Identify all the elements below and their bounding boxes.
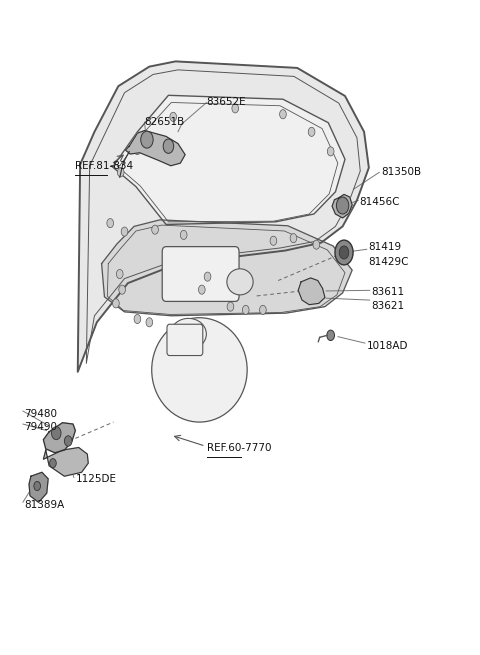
Circle shape — [117, 168, 124, 177]
Circle shape — [199, 285, 205, 294]
Polygon shape — [125, 130, 185, 166]
Text: REF.81-834: REF.81-834 — [75, 160, 133, 171]
Circle shape — [308, 127, 315, 136]
Circle shape — [34, 481, 40, 491]
Ellipse shape — [152, 318, 247, 422]
Circle shape — [336, 197, 349, 214]
Circle shape — [232, 103, 239, 113]
Text: 81350B: 81350B — [381, 167, 421, 178]
Circle shape — [163, 139, 174, 153]
Circle shape — [116, 269, 123, 278]
Circle shape — [134, 145, 141, 155]
Circle shape — [335, 240, 353, 265]
Circle shape — [242, 305, 249, 314]
Circle shape — [313, 240, 320, 250]
Circle shape — [121, 227, 128, 236]
Circle shape — [270, 236, 277, 246]
Text: 79480: 79480 — [24, 409, 57, 419]
Circle shape — [170, 112, 177, 121]
Text: 81456C: 81456C — [360, 197, 400, 207]
Text: 81419: 81419 — [368, 242, 401, 252]
Circle shape — [280, 109, 286, 119]
Circle shape — [113, 299, 119, 308]
Circle shape — [327, 330, 335, 341]
Text: 82651B: 82651B — [144, 117, 185, 127]
Circle shape — [146, 318, 153, 327]
Circle shape — [51, 426, 61, 440]
Polygon shape — [43, 447, 88, 476]
Text: 83621: 83621 — [371, 301, 404, 311]
Text: 81429C: 81429C — [368, 257, 408, 267]
Circle shape — [119, 285, 125, 294]
Text: 1018AD: 1018AD — [366, 341, 408, 351]
Text: 79490: 79490 — [24, 422, 57, 432]
Text: 83611: 83611 — [371, 288, 404, 297]
Circle shape — [152, 225, 158, 234]
Circle shape — [260, 305, 266, 314]
Polygon shape — [298, 278, 325, 305]
Ellipse shape — [227, 269, 253, 295]
Circle shape — [339, 246, 349, 259]
Ellipse shape — [170, 318, 206, 350]
Text: REF.60-7770: REF.60-7770 — [206, 443, 271, 453]
Text: 83652E: 83652E — [206, 98, 246, 107]
FancyBboxPatch shape — [167, 324, 203, 356]
Circle shape — [141, 131, 153, 148]
Circle shape — [49, 458, 56, 468]
Polygon shape — [78, 62, 369, 372]
Circle shape — [327, 147, 334, 156]
Polygon shape — [332, 195, 352, 218]
Polygon shape — [111, 96, 345, 225]
Circle shape — [134, 314, 141, 324]
Circle shape — [204, 272, 211, 281]
Circle shape — [227, 302, 234, 311]
Circle shape — [290, 234, 297, 243]
FancyBboxPatch shape — [162, 247, 239, 301]
Text: 1125DE: 1125DE — [75, 474, 116, 484]
Text: 81389A: 81389A — [24, 500, 64, 510]
Polygon shape — [43, 422, 75, 453]
Circle shape — [180, 231, 187, 240]
Polygon shape — [29, 472, 48, 502]
Circle shape — [107, 219, 114, 228]
Polygon shape — [102, 220, 352, 316]
Circle shape — [64, 436, 72, 446]
